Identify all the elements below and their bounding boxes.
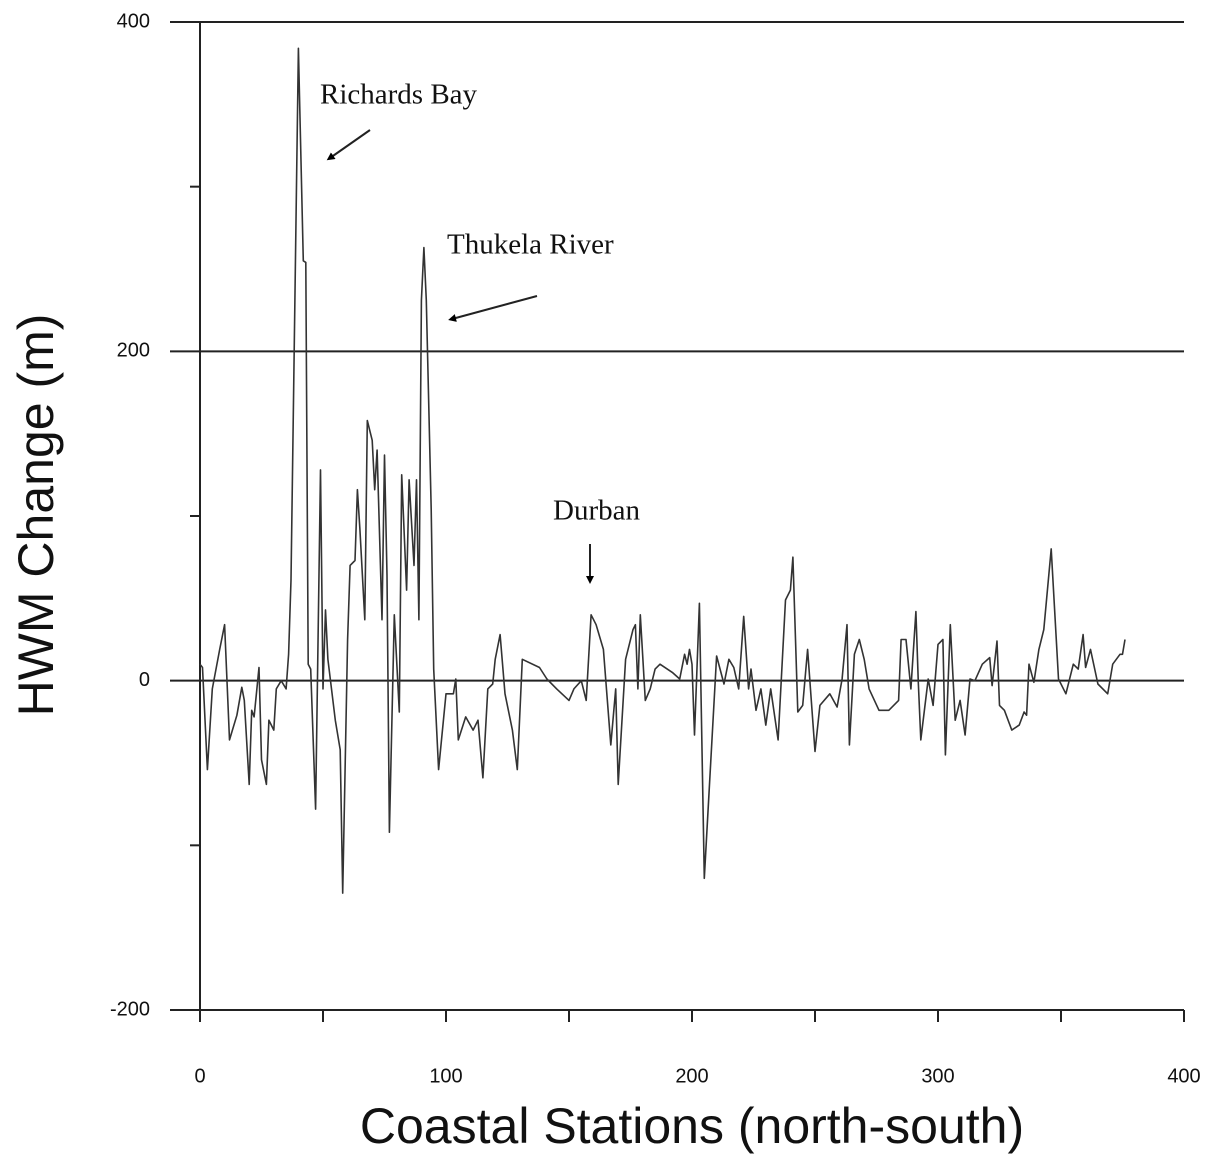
y-tick-label: -200 bbox=[110, 998, 150, 1020]
annotation: Durban bbox=[553, 495, 640, 527]
x-tick-label: 100 bbox=[429, 1065, 462, 1087]
x-tick-label: 200 bbox=[675, 1065, 708, 1087]
y-axis-title: HWM Change (m) bbox=[8, 314, 64, 717]
annotation: Richards Bay bbox=[320, 79, 478, 111]
data-line bbox=[199, 47, 1126, 894]
y-tick-label: 400 bbox=[117, 10, 150, 32]
x-tick-label: 400 bbox=[1167, 1065, 1200, 1087]
arrow bbox=[448, 295, 538, 322]
arrow bbox=[326, 129, 371, 161]
x-tick-label: 0 bbox=[194, 1065, 205, 1087]
x-tick-label: 300 bbox=[921, 1065, 954, 1087]
y-tick-label: 0 bbox=[139, 669, 150, 691]
y-tick-label: 200 bbox=[117, 340, 150, 362]
x-axis-title: Coastal Stations (north-south) bbox=[360, 1098, 1024, 1154]
annotation: Thukela River bbox=[447, 229, 614, 261]
